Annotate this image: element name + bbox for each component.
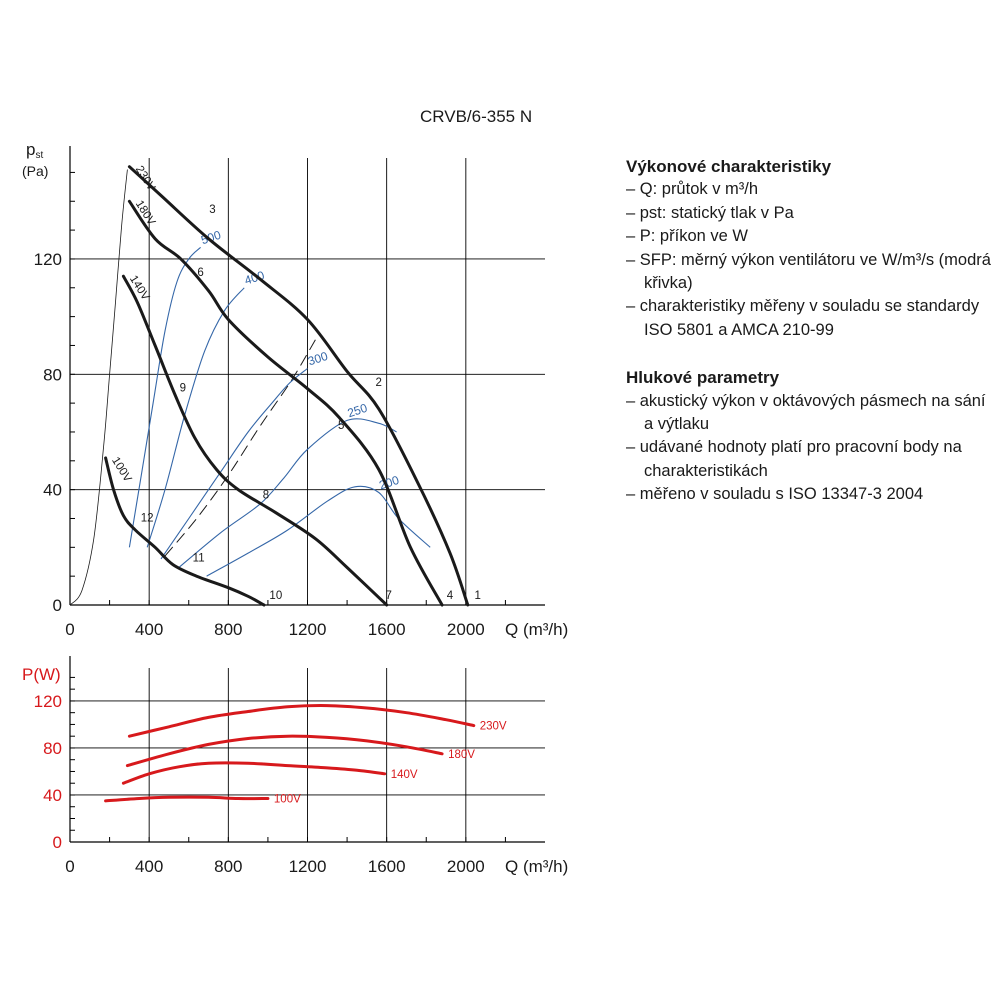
power-y-tick-label: 0 <box>53 833 62 852</box>
sfp-curve-300 <box>160 368 308 560</box>
legend-item-pst: – pst: statický tlak v Pa <box>626 203 794 222</box>
sfp-label-300: 300 <box>306 349 330 369</box>
legend-item-octave: – akustický výkon v oktávových pásmech n… <box>626 391 986 434</box>
sfp-curve-200 <box>206 485 431 577</box>
power-curve-140V <box>121 761 387 785</box>
legend-panel: Výkonové charakteristiky – Q: průtok v m… <box>626 155 998 507</box>
pressure-x-tick-label: 0 <box>65 620 74 639</box>
operating-point-label-7: 7 <box>385 590 391 602</box>
power-x-axis-label: Q (m³/h) <box>505 857 568 876</box>
legend-item-q: – Q: průtok v m³/h <box>626 180 759 199</box>
fan-curve-label-100V: 100V <box>109 455 134 484</box>
fan-curve-140V <box>121 274 389 607</box>
legend-item-operating-points: – udávané hodnoty platí pro pracovní bod… <box>626 438 962 480</box>
power-curve-180V <box>125 734 444 768</box>
operating-point-label-1: 1 <box>475 590 481 602</box>
operating-point-label-10: 10 <box>269 590 282 602</box>
pressure-y-tick-label: 0 <box>53 596 62 615</box>
legend-item-iso: – měřeno v souladu s ISO 13347-3 2004 <box>626 485 924 504</box>
pressure-x-tick-label: 400 <box>135 620 163 639</box>
power-x-tick-label: 2000 <box>447 857 485 876</box>
operating-point-label-8: 8 <box>263 489 269 501</box>
performance-heading: Výkonové charakteristiky <box>626 157 832 176</box>
power-curve-label-180V: 180V <box>448 749 475 761</box>
system-curve-thin <box>69 169 128 606</box>
performance-list: – Q: průtok v m³/h – pst: statický tlak … <box>626 178 998 342</box>
power-x-tick-label: 400 <box>135 857 163 876</box>
pressure-y-tick-label: 80 <box>43 365 62 384</box>
fan-curve-230V <box>127 165 470 607</box>
pressure-y-axis-label: pst <box>26 140 43 161</box>
sfp-label-400: 400 <box>243 268 267 288</box>
noise-heading: Hlukové parametry <box>626 368 780 388</box>
pressure-x-tick-label: 1600 <box>368 620 406 639</box>
operating-point-label-11: 11 <box>193 553 205 565</box>
model-title: CRVB/6-355 N <box>420 107 533 126</box>
pressure-x-tick-label: 800 <box>214 620 242 639</box>
operating-point-label-3: 3 <box>209 204 215 216</box>
fan-curve-100V <box>104 456 266 607</box>
legend-item-standards: – charakteristiky měřeny v souladu se st… <box>626 297 980 339</box>
fan-curve-180V <box>127 199 444 607</box>
power-curve-100V <box>104 795 270 803</box>
pressure-y-tick-label: 40 <box>43 481 62 500</box>
power-x-tick-label: 0 <box>65 857 74 876</box>
power-y-tick-label: 40 <box>43 786 62 805</box>
power-y-tick-label: 80 <box>43 739 62 758</box>
operating-point-label-9: 9 <box>180 383 186 395</box>
power-x-tick-label: 1600 <box>368 857 406 876</box>
pressure-x-tick-label: 2000 <box>447 620 485 639</box>
legend-item-p: – P: příkon ve W <box>626 227 748 246</box>
power-curve-label-140V: 140V <box>391 769 418 781</box>
sfp-curve-250 <box>178 418 397 568</box>
power-curve-label-230V: 230V <box>480 721 507 733</box>
noise-list: – akustický výkon v oktávových pásmech n… <box>626 390 998 507</box>
power-curve-label-100V: 100V <box>274 794 301 806</box>
pressure-x-tick-label: 1200 <box>289 620 327 639</box>
power-x-tick-label: 800 <box>214 857 242 876</box>
pressure-x-axis-label: Q (m³/h) <box>505 620 568 639</box>
operating-point-label-2: 2 <box>376 377 382 389</box>
operating-point-label-6: 6 <box>197 267 203 279</box>
sfp-label-500: 500 <box>199 228 223 248</box>
pressure-y-unit: (Pa) <box>22 163 48 179</box>
pressure-y-tick-label: 120 <box>34 250 62 269</box>
operating-point-label-4: 4 <box>447 590 454 602</box>
sfp-curve-500 <box>128 246 201 548</box>
legend-item-sfp: – SFP: měrný výkon ventilátoru ve W/m³/s… <box>626 250 991 293</box>
sfp-label-250: 250 <box>346 401 370 421</box>
operating-point-label-12: 12 <box>141 512 154 524</box>
sfp-curve-400 <box>146 287 245 548</box>
operating-point-label-5: 5 <box>338 420 344 432</box>
power-curve-230V <box>127 704 476 738</box>
power-y-axis-label: P(W) <box>22 665 61 684</box>
power-y-tick-label: 120 <box>34 692 62 711</box>
power-x-tick-label: 1200 <box>289 857 327 876</box>
